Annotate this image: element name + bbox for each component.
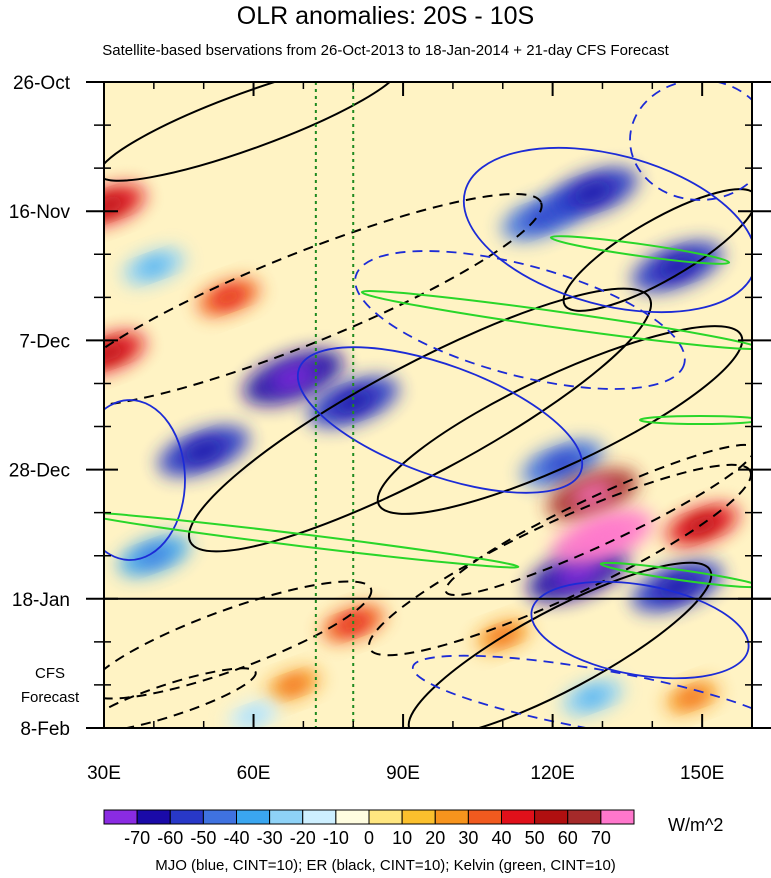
contour-legend: MJO (blue, CINT=10); ER (black, CINT=10)…: [155, 857, 616, 874]
anomaly-core: [104, 195, 126, 216]
x-tick-label: 150E: [680, 763, 724, 784]
mjo-contour: [354, 250, 686, 390]
plot-background: [104, 82, 752, 728]
er-contour: [104, 667, 257, 728]
wave-contours: [104, 82, 752, 728]
mjo-contour: [296, 346, 584, 494]
colorbar-swatch: [302, 809, 337, 825]
colorbar-label: 50: [525, 828, 545, 848]
anomaly-core: [332, 389, 374, 415]
kelvin-contour: [549, 235, 731, 265]
colorbar-swatch: [269, 809, 304, 825]
anomaly-core: [270, 363, 317, 391]
er-contour: [444, 443, 752, 597]
colorbar-label: -50: [190, 828, 216, 848]
colorbar-label: 0: [364, 828, 374, 848]
x-tick-label: 120E: [530, 763, 574, 784]
anomaly-core: [571, 180, 614, 205]
colorbar-label: 70: [591, 828, 611, 848]
chart-subtitle: Satellite-based bservations from 26-Oct-…: [102, 42, 669, 59]
colorbar-label: 60: [558, 828, 578, 848]
er-contour: [562, 188, 752, 312]
anomaly-core: [554, 560, 601, 588]
colorbar-label: -40: [223, 828, 249, 848]
plot-frame: [103, 81, 753, 729]
mjo-contour: [629, 82, 752, 201]
colorbar-swatch: [434, 809, 469, 825]
x-tick-label: 60E: [237, 763, 271, 784]
colorbar-swatch: [467, 809, 502, 825]
colorbar: -70 -60 -50 -40 -30 -20 -10 0 10 20 30 40 50 60 70: [103, 809, 635, 848]
plot-area: [103, 81, 771, 729]
colorbar-swatch: [501, 809, 536, 825]
anomaly-core: [680, 689, 705, 705]
x-axis: 30E 60E 90E 120E 150E: [87, 82, 724, 784]
y-tick-label: 8-Feb: [20, 719, 70, 740]
er-contour: [187, 287, 653, 553]
y-tick-label: 16-Nov: [9, 202, 71, 223]
colorbar-swatch: [567, 809, 602, 825]
colorbar-swatch: [169, 809, 204, 825]
y-tick-label: 28-Dec: [9, 461, 70, 482]
anomaly-core: [579, 523, 626, 551]
anomaly-core: [137, 545, 171, 566]
anomaly-core: [578, 688, 607, 707]
colorbar-swatch: [136, 809, 171, 825]
y-tick-label: 26-Oct: [13, 73, 71, 94]
forecast-label-cfs: CFS: [35, 665, 65, 682]
mjo-contour: [411, 654, 752, 728]
colorbar-label: -60: [157, 828, 183, 848]
forecast-label-forecast: Forecast: [20, 689, 80, 706]
anomaly-core: [214, 288, 243, 307]
colorbar-swatch: [368, 809, 403, 825]
kelvin-contour: [104, 511, 520, 569]
colorbar-swatch: [600, 809, 635, 825]
colorbar-swatch: [202, 809, 237, 825]
colorbar-swatch: [236, 809, 271, 825]
y-tick-label: 7-Dec: [19, 331, 70, 352]
er-contour: [104, 193, 543, 407]
x-tick-label: 30E: [87, 763, 121, 784]
colorbar-label: 40: [491, 828, 511, 848]
reference-lines: [314, 82, 355, 728]
anomaly-core: [183, 438, 225, 464]
kelvin-contour: [599, 561, 752, 589]
kelvin-contour: [639, 415, 752, 425]
anomaly-core: [139, 257, 169, 276]
mjo-contour: [462, 146, 752, 314]
mjo-contour: [104, 399, 186, 561]
colorbar-label: -20: [290, 828, 316, 848]
er-contour: [376, 325, 744, 515]
colorbar-label: -10: [323, 828, 349, 848]
anomaly-core: [281, 677, 306, 693]
colorbar-swatch: [103, 809, 138, 825]
colorbar-label: 30: [458, 828, 478, 848]
y-tick-label: 18-Jan: [12, 590, 70, 611]
er-contour: [407, 561, 713, 728]
anomaly-core: [104, 342, 126, 363]
anomaly-core: [544, 452, 582, 475]
colorbar-label: 20: [425, 828, 445, 848]
chart-title: OLR anomalies: 20S - 10S: [236, 2, 535, 30]
mjo-contour: [530, 580, 750, 680]
x-tick-label: 90E: [386, 763, 420, 784]
colorbar-label: -30: [257, 828, 283, 848]
y-axis: 26-Oct 16-Nov 7-Dec 28-Dec 18-Jan 8-Feb: [9, 73, 771, 740]
colorbar-units: W/m^2: [668, 815, 724, 835]
colorbar-label: 10: [392, 828, 412, 848]
er-contour: [367, 463, 752, 657]
colorbar-swatch: [335, 809, 370, 825]
colorbar-label: -70: [124, 828, 150, 848]
colorbar-swatch: [534, 809, 569, 825]
colorbar-swatch: [401, 809, 436, 825]
kelvin-contour: [360, 290, 752, 350]
er-contour: [104, 82, 402, 182]
